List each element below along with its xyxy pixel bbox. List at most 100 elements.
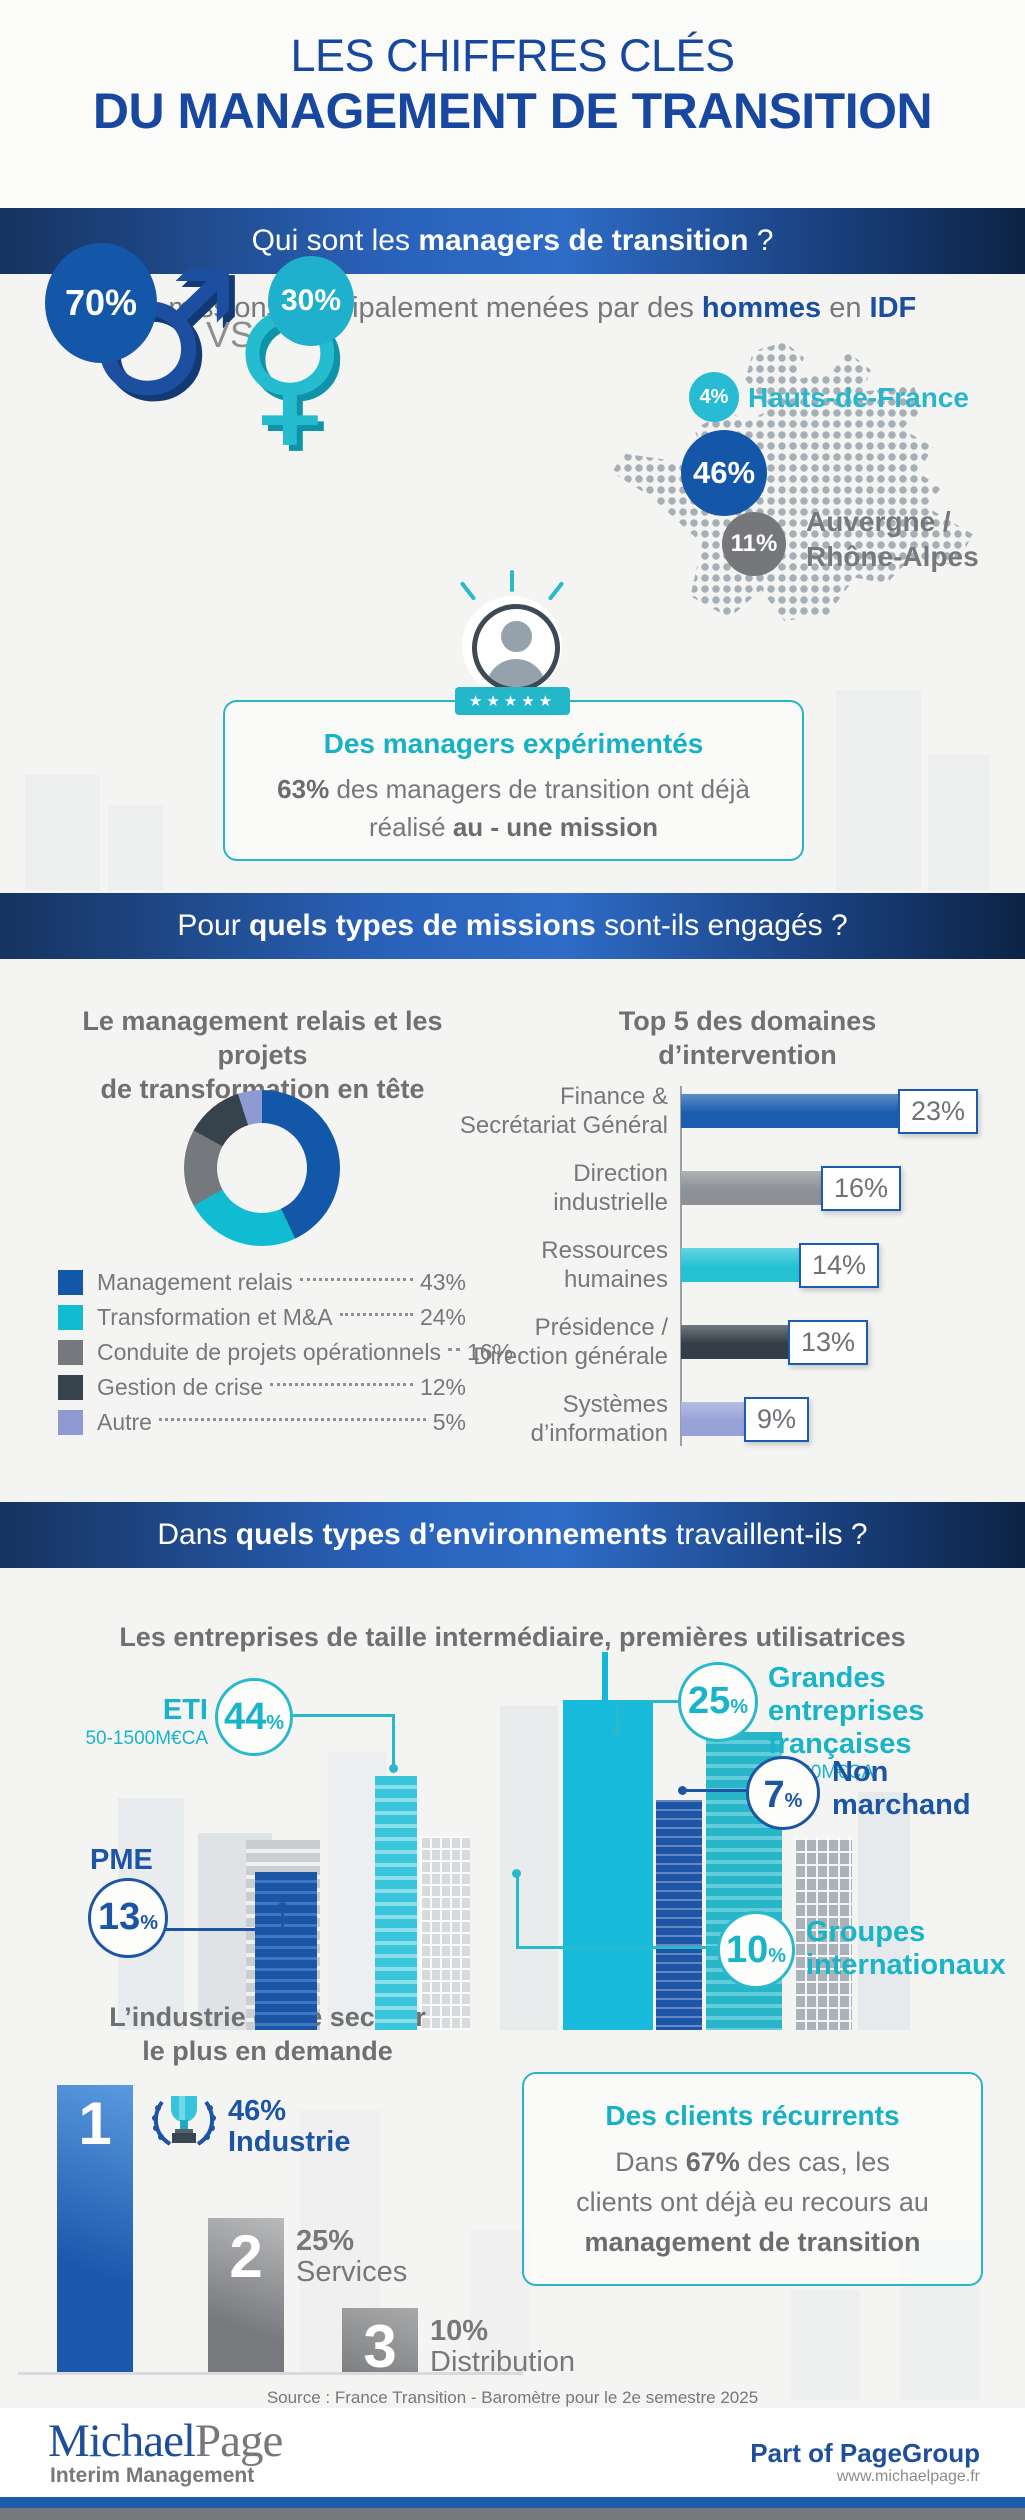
auvergne-rhone-alpes-badge: 11% (722, 512, 786, 576)
experienced-line1-text: des managers de transition ont déjà (329, 774, 750, 804)
bar-label-line2: d’information (530, 1420, 668, 1447)
skyline-silhouette (470, 2230, 530, 2372)
eti-sub: 50-1500M€CA (85, 1728, 208, 1749)
section-band-who: Qui sont les managers de transition ? (0, 208, 1025, 274)
building (420, 1836, 470, 2030)
recurring-clients-box: Des clients récurrents Dans 67% des cas,… (522, 2072, 983, 2286)
building-tower (563, 1700, 653, 2030)
legend-swatch (58, 1410, 83, 1435)
legend-label: Management relais (97, 1269, 293, 1295)
legend-row: Transformation et M&A 24% (58, 1301, 466, 1334)
pct-sign: % (768, 1945, 787, 1967)
footer-gray-bar (0, 2508, 1025, 2520)
bar (681, 1094, 934, 1128)
who-heading-pre: Des missions principalement menées par d… (108, 292, 702, 324)
who-heading: Des missions principalement menées par d… (0, 292, 1025, 325)
clients-l1-post: des cas, les (739, 2147, 890, 2177)
podium-baseline (18, 2372, 523, 2375)
michael-page-logo: MichaelPage (48, 2414, 283, 2468)
bar-label: Ressources humaines (455, 1236, 681, 1294)
who-heading-en: en (821, 292, 870, 324)
connector-pme (164, 1928, 284, 1931)
title-line1: LES CHIFFRES CLÉS (290, 30, 735, 81)
hauts-de-france-badge: 4% (689, 372, 739, 422)
industrie-pct: 46% (228, 2095, 287, 2127)
experienced-managers-box: Des managers expérimentés 63% des manage… (223, 700, 804, 861)
building-non-marchand (656, 1800, 702, 2030)
bar-row: Finance & Secrétariat Général 23% (455, 1079, 1015, 1143)
connector-eti (291, 1714, 395, 1717)
auvergne-rhone-alpes-label: Auvergne / Rhône-Alpes (806, 504, 979, 574)
bar-label-line2: Direction générale (473, 1343, 668, 1370)
connector-gi (516, 1876, 519, 1948)
connector-dot (389, 1764, 398, 1773)
bar-label: Finance & Secrétariat Général (455, 1082, 681, 1140)
source-note: Source : France Transition - Baromètre p… (266, 2388, 759, 2407)
industrie-name: Industrie (228, 2126, 351, 2158)
connector-dot (678, 1786, 687, 1795)
hauts-de-france-label: Hauts-de-France (748, 382, 969, 413)
bar-label-line2: Secrétariat Général (459, 1112, 668, 1139)
bar-label-line1: Ressources (541, 1237, 668, 1264)
pct-sign: % (784, 1790, 803, 1812)
interim-management-label: Interim Management (50, 2464, 255, 2487)
nm-pct: 7 (763, 1774, 785, 1816)
building (794, 1838, 852, 2030)
nm-line2: marchand (832, 1789, 971, 1821)
distribution-name: Distribution (430, 2346, 576, 2378)
building (858, 1792, 910, 2030)
band2-bold: quels types de missions (249, 909, 596, 942)
ray-icon (459, 581, 477, 601)
clients-mdt-bold: management de transition (584, 2227, 921, 2257)
services-label: 25% Services (296, 2226, 407, 2288)
barchart-title-line2: d’intervention (658, 1040, 837, 1070)
clients-line3: management de transition (524, 2222, 981, 2262)
barchart-title: Top 5 des domaines d’intervention (520, 1004, 975, 1072)
website-label: www.michaelpage.fr (836, 2468, 980, 2485)
legend-row: Autre 5% (58, 1406, 466, 1439)
env-heading: Les entreprises de taille intermédiaire,… (119, 1622, 906, 1652)
section-band-missions: Pour quels types de missions sont-ils en… (0, 893, 1025, 959)
ge-pct: 25 (687, 1680, 731, 1722)
bar-row: Systèmes d’information 9% (455, 1387, 1015, 1451)
avatar-head (501, 621, 532, 652)
bar-label-line2: industrielle (553, 1189, 668, 1216)
band3-post: travaillent-ils ? (667, 1518, 868, 1551)
bar-value-box: 23% (898, 1088, 979, 1134)
band2-pre: Pour (177, 909, 250, 942)
barchart-title-line1: Top 5 des domaines (618, 1006, 877, 1036)
band1-pre: Qui sont les (251, 224, 419, 257)
connector-ge (616, 1700, 619, 1730)
connector-dot (278, 1902, 287, 1911)
connector-nm (684, 1789, 748, 1792)
groupes-internationaux-label: Groupes internationaux (806, 1916, 1006, 1982)
legend-row: Conduite de projets opérationnels 16% (58, 1336, 513, 1369)
legend-leader (158, 1417, 426, 1421)
bar-label: Systèmes d’information (455, 1390, 681, 1448)
footer-blue-bar (0, 2497, 1025, 2508)
legend-row: Gestion de crise 12% (58, 1371, 466, 1404)
bar-label: Présidence / Direction générale (455, 1313, 681, 1371)
ara-label-line2: Rhône-Alpes (806, 541, 979, 572)
band3-pre: Dans (157, 1518, 236, 1551)
distribution-pct: 10% (430, 2315, 489, 2347)
legend-leader (339, 1312, 413, 1316)
section-band-environments: Dans quels types d’environnements travai… (0, 1502, 1025, 1568)
manager-avatar-icon (472, 604, 560, 692)
clients-body: Dans 67% des cas, les clients ont déjà e… (524, 2142, 981, 2262)
ge-line2: françaises (768, 1728, 912, 1760)
eti-name: ETI (162, 1694, 208, 1726)
building-antenna (602, 1652, 608, 1704)
bar-row: Ressources humaines 14% (455, 1233, 1015, 1297)
bar-value-box: 16% (821, 1165, 902, 1211)
legend-label: Transformation et M&A (97, 1304, 333, 1330)
industrie-label: 46% Industrie (228, 2096, 350, 2158)
experienced-line1: 63% des managers de transition ont déjà (225, 770, 802, 808)
legend-swatch (58, 1270, 83, 1295)
who-heading-hommes: hommes (701, 292, 822, 324)
legend-swatch (58, 1305, 83, 1330)
experienced-line2-text: réalisé (369, 812, 453, 842)
non-marchand-ring: 7% (746, 1756, 820, 1830)
band1-bold: managers de transition (418, 224, 749, 257)
